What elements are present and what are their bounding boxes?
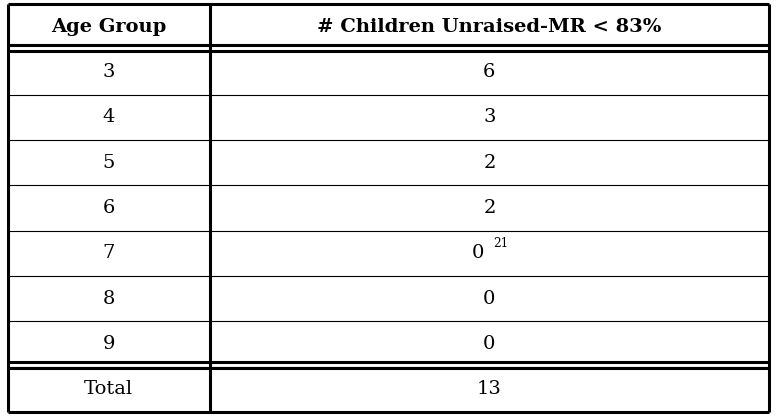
Text: 4: 4 xyxy=(103,109,115,126)
Text: 3: 3 xyxy=(103,63,115,81)
Text: # Children Unraised-MR < 83%: # Children Unraised-MR < 83% xyxy=(317,18,661,36)
Text: 0: 0 xyxy=(483,290,496,307)
Text: 7: 7 xyxy=(103,244,115,262)
Text: 2: 2 xyxy=(483,154,496,172)
Text: 8: 8 xyxy=(103,290,115,307)
Text: 2: 2 xyxy=(483,199,496,217)
Text: Total: Total xyxy=(84,380,133,398)
Text: Age Group: Age Group xyxy=(51,18,166,36)
Text: 3: 3 xyxy=(483,109,496,126)
Text: 6: 6 xyxy=(483,63,496,81)
Text: 9: 9 xyxy=(103,335,115,353)
Text: 13: 13 xyxy=(477,380,502,398)
Text: 5: 5 xyxy=(103,154,115,172)
Text: 21: 21 xyxy=(493,237,508,250)
Text: 6: 6 xyxy=(103,199,115,217)
Text: 0: 0 xyxy=(472,244,484,262)
Text: 0: 0 xyxy=(483,335,496,353)
